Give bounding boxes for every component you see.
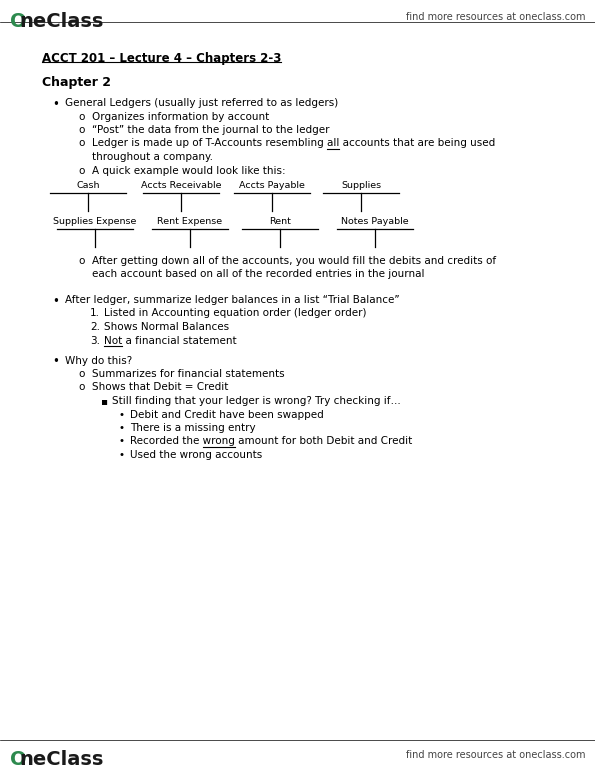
Text: o: o xyxy=(78,383,84,393)
Text: •: • xyxy=(118,437,124,447)
Text: find more resources at oneclass.com: find more resources at oneclass.com xyxy=(406,750,585,760)
Text: Summarizes for financial statements: Summarizes for financial statements xyxy=(92,369,284,379)
Text: O: O xyxy=(10,750,27,769)
Text: neClass: neClass xyxy=(20,750,104,769)
Text: ACCT 201 – Lecture 4 – Chapters 2-3: ACCT 201 – Lecture 4 – Chapters 2-3 xyxy=(42,52,281,65)
Text: Listed in Accounting equation order (ledger order): Listed in Accounting equation order (led… xyxy=(104,309,367,319)
Text: Ledger is made up of T-Accounts resembling all accounts that are being used: Ledger is made up of T-Accounts resembli… xyxy=(92,139,495,149)
Text: •: • xyxy=(52,295,59,308)
Text: •: • xyxy=(52,356,59,369)
Text: Supplies: Supplies xyxy=(341,182,381,190)
Text: Still finding that your ledger is wrong? Try checking if…: Still finding that your ledger is wrong?… xyxy=(112,396,401,406)
Text: After getting down all of the accounts, you would fill the debits and credits of: After getting down all of the accounts, … xyxy=(92,256,496,266)
Text: Rent Expense: Rent Expense xyxy=(158,217,223,226)
Text: Shows that Debit = Credit: Shows that Debit = Credit xyxy=(92,383,228,393)
Text: Chapter 2: Chapter 2 xyxy=(42,76,111,89)
Text: ▪: ▪ xyxy=(100,396,107,406)
Text: 2.: 2. xyxy=(90,322,100,332)
Text: Cash: Cash xyxy=(76,182,100,190)
Text: 1.: 1. xyxy=(90,309,100,319)
Text: “Post” the data from the journal to the ledger: “Post” the data from the journal to the … xyxy=(92,125,330,135)
Text: A quick example would look like this:: A quick example would look like this: xyxy=(92,166,286,176)
Text: o: o xyxy=(78,256,84,266)
Text: Shows Normal Balances: Shows Normal Balances xyxy=(104,322,229,332)
Text: Rent: Rent xyxy=(269,217,291,226)
Text: General Ledgers (usually just referred to as ledgers): General Ledgers (usually just referred t… xyxy=(65,98,338,108)
Text: throughout a company.: throughout a company. xyxy=(92,152,213,162)
Text: Recorded the wrong amount for both Debit and Credit: Recorded the wrong amount for both Debit… xyxy=(130,437,412,447)
Text: 3.: 3. xyxy=(90,336,100,346)
Text: Used the wrong accounts: Used the wrong accounts xyxy=(130,450,262,460)
Text: each account based on all of the recorded entries in the journal: each account based on all of the recorde… xyxy=(92,269,424,279)
Text: neClass: neClass xyxy=(20,12,104,31)
Text: Debit and Credit have been swapped: Debit and Credit have been swapped xyxy=(130,410,324,420)
Text: •: • xyxy=(52,98,59,111)
Text: o: o xyxy=(78,125,84,135)
Text: There is a missing entry: There is a missing entry xyxy=(130,423,256,433)
Text: O: O xyxy=(10,12,27,31)
Text: Accts Receivable: Accts Receivable xyxy=(141,182,221,190)
Text: •: • xyxy=(118,423,124,433)
Text: o: o xyxy=(78,166,84,176)
Text: Why do this?: Why do this? xyxy=(65,356,132,366)
Text: •: • xyxy=(118,410,124,420)
Text: Supplies Expense: Supplies Expense xyxy=(54,217,137,226)
Text: o: o xyxy=(78,139,84,149)
Text: •: • xyxy=(118,450,124,460)
Text: find more resources at oneclass.com: find more resources at oneclass.com xyxy=(406,12,585,22)
Text: o: o xyxy=(78,369,84,379)
Text: Accts Payable: Accts Payable xyxy=(239,182,305,190)
Text: Not a financial statement: Not a financial statement xyxy=(104,336,237,346)
Text: Notes Payable: Notes Payable xyxy=(341,217,409,226)
Text: Organizes information by account: Organizes information by account xyxy=(92,112,270,122)
Text: o: o xyxy=(78,112,84,122)
Text: After ledger, summarize ledger balances in a list “Trial Balance”: After ledger, summarize ledger balances … xyxy=(65,295,400,305)
